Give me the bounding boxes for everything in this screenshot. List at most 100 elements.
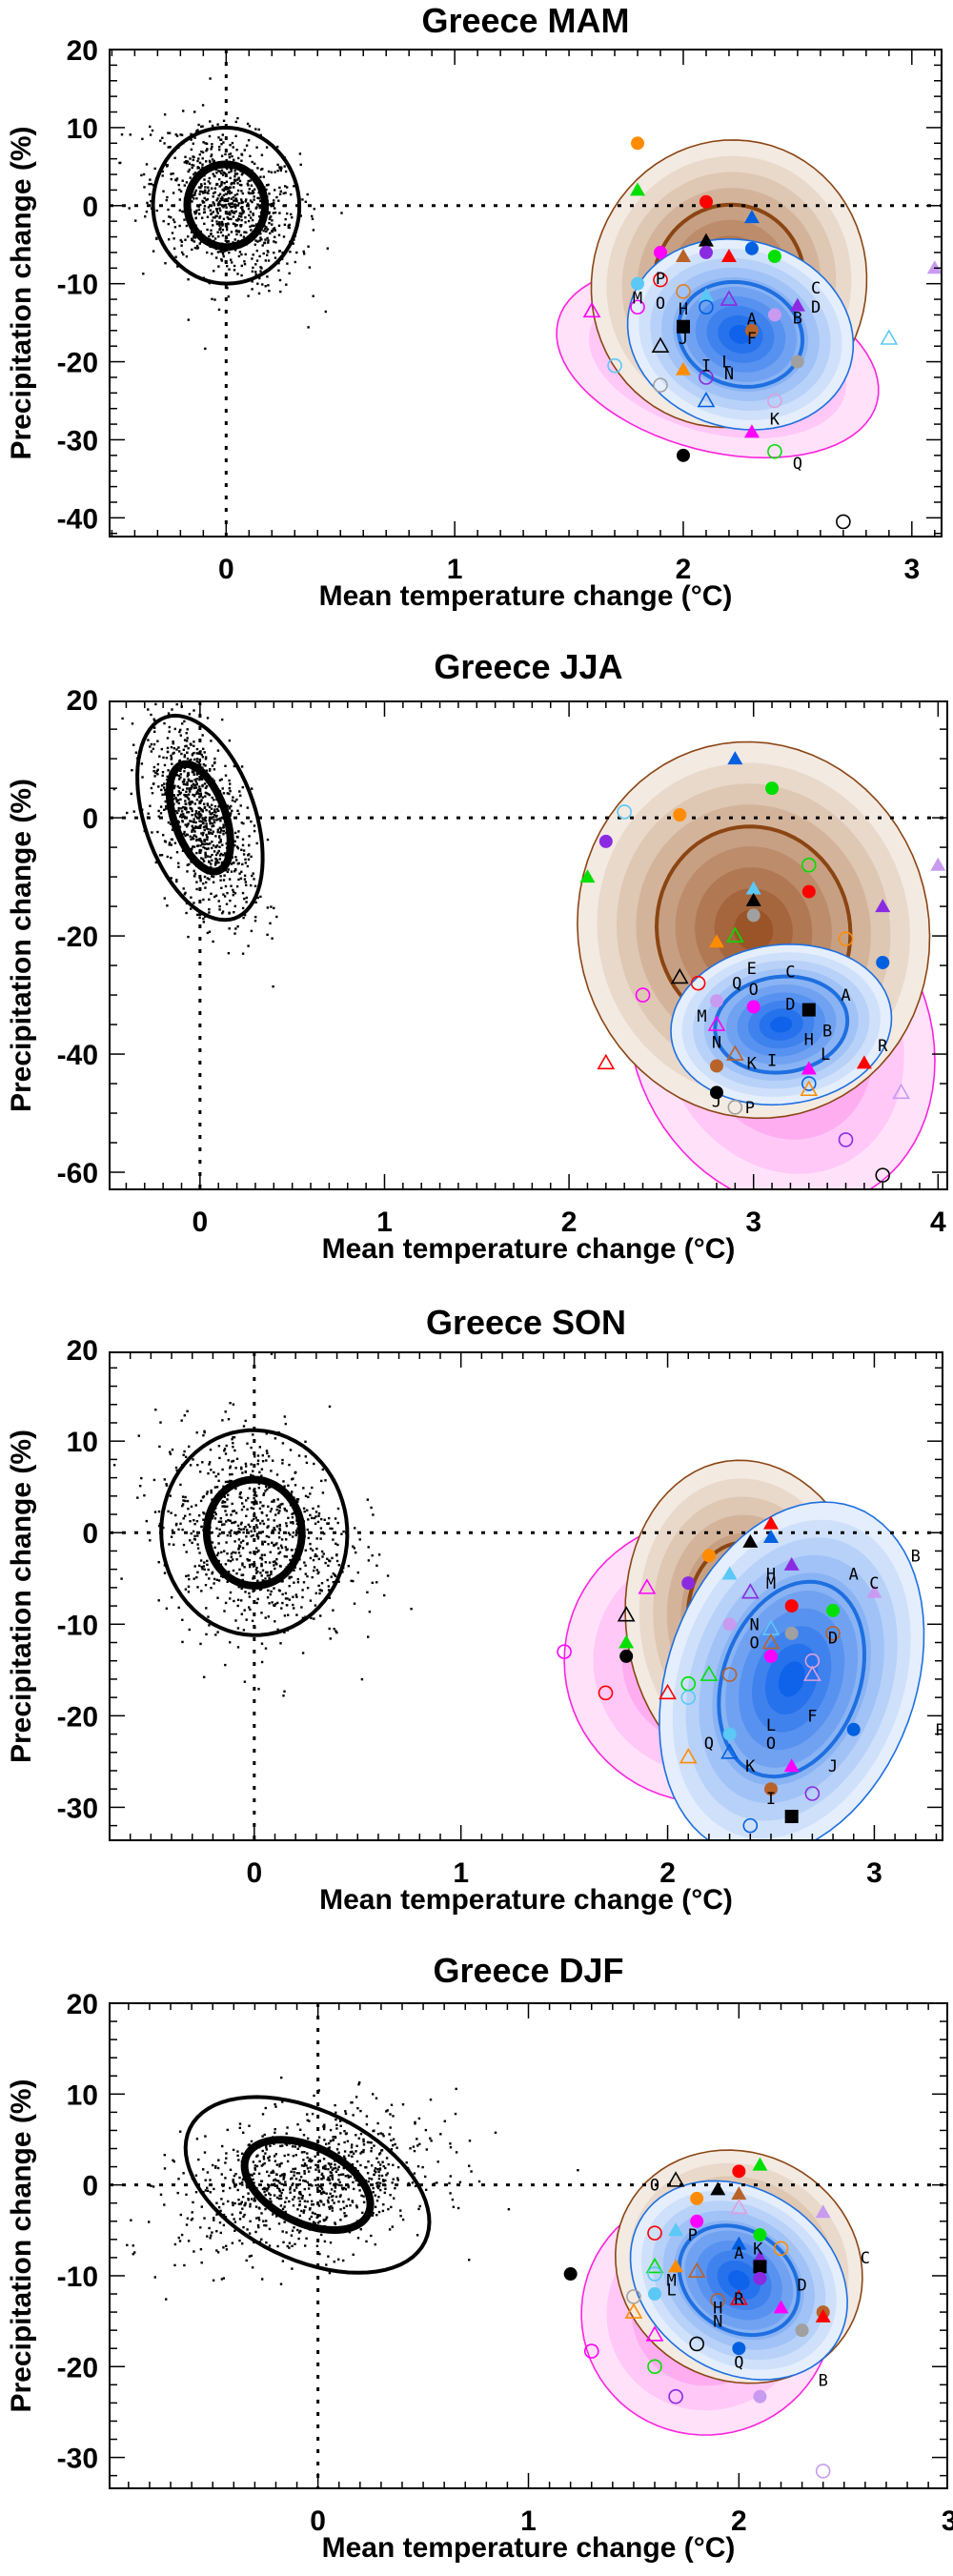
control-point xyxy=(240,1528,243,1531)
control-point xyxy=(360,2150,363,2154)
control-point xyxy=(372,2212,375,2215)
x-tick-label: 0 xyxy=(193,1207,209,1238)
control-point xyxy=(154,861,157,864)
control-point xyxy=(208,2226,211,2230)
control-point xyxy=(217,862,220,864)
control-point xyxy=(237,202,240,205)
control-point xyxy=(282,2178,285,2180)
control-point xyxy=(375,2097,378,2099)
control-point xyxy=(156,762,160,766)
control-point xyxy=(188,162,191,165)
control-point xyxy=(372,1513,375,1516)
control-point xyxy=(225,2248,229,2251)
control-point xyxy=(320,2201,323,2203)
control-point xyxy=(196,159,199,163)
control-point xyxy=(205,808,208,812)
control-point xyxy=(221,133,224,136)
control-point xyxy=(152,250,155,253)
marker-circle xyxy=(699,194,713,209)
control-point xyxy=(221,198,224,202)
control-point xyxy=(311,2184,314,2187)
control-point xyxy=(226,1552,229,1555)
control-point xyxy=(268,193,271,195)
control-point xyxy=(362,2148,365,2152)
control-point xyxy=(281,251,284,254)
control-point xyxy=(164,788,167,792)
control-point xyxy=(245,198,248,201)
pdf-contour-band xyxy=(778,1661,805,1697)
control-point xyxy=(233,2201,236,2205)
control-point xyxy=(193,1534,196,1537)
control-point xyxy=(202,1518,205,1521)
control-point xyxy=(334,2184,336,2187)
control-point xyxy=(299,163,302,166)
control-point xyxy=(224,2161,227,2164)
control-point xyxy=(244,862,247,864)
control-point xyxy=(233,831,237,835)
control-point xyxy=(270,1571,273,1573)
control-point xyxy=(265,2241,268,2244)
control-point xyxy=(223,1550,226,1552)
control-point xyxy=(205,792,209,795)
control-point xyxy=(245,144,249,147)
control-point xyxy=(203,839,206,842)
model-letter-label: F xyxy=(747,330,757,349)
control-point xyxy=(152,770,155,773)
control-point xyxy=(292,1531,295,1534)
control-point xyxy=(207,855,210,858)
control-point xyxy=(195,758,199,761)
model-letter-label: F xyxy=(807,1707,817,1726)
control-point xyxy=(143,1494,146,1497)
model-letter-label: M xyxy=(667,2272,677,2291)
control-point xyxy=(232,1403,235,1406)
control-point xyxy=(213,191,216,193)
control-point xyxy=(197,813,200,816)
control-point xyxy=(298,2179,301,2181)
marker-triangle xyxy=(659,1683,677,1700)
control-point xyxy=(296,1581,300,1584)
x-tick-label: 2 xyxy=(731,2505,747,2537)
control-point xyxy=(187,1585,191,1588)
control-point xyxy=(281,2188,285,2192)
control-point xyxy=(153,2276,156,2279)
control-point xyxy=(311,217,314,220)
control-point xyxy=(247,184,250,187)
control-point xyxy=(182,1517,185,1520)
control-point xyxy=(245,1465,248,1468)
control-point xyxy=(356,2237,360,2240)
control-point xyxy=(375,2181,378,2185)
control-point xyxy=(193,740,195,743)
control-point xyxy=(377,2170,380,2174)
control-point xyxy=(253,2167,256,2170)
control-point xyxy=(185,833,188,836)
control-point xyxy=(273,2182,276,2185)
marker-triangle xyxy=(651,336,670,353)
control-point xyxy=(195,838,198,842)
control-point xyxy=(196,788,200,792)
control-point xyxy=(390,2205,393,2209)
pdf-inner-contour xyxy=(717,1579,867,1779)
control-point xyxy=(218,858,221,861)
control-point xyxy=(155,209,158,213)
control-point xyxy=(178,2240,182,2242)
control-point xyxy=(190,132,193,135)
control-point xyxy=(168,843,171,846)
control-point xyxy=(217,1579,221,1582)
control-point xyxy=(252,1533,254,1537)
control-point xyxy=(468,2259,471,2262)
control-point xyxy=(210,1469,213,1471)
control-point xyxy=(277,2222,281,2225)
control-point xyxy=(231,154,233,158)
control-point xyxy=(154,702,157,706)
control-point xyxy=(191,166,193,170)
control-point xyxy=(204,846,207,850)
y-tick-label: -60 xyxy=(57,1158,98,1189)
control-point xyxy=(244,1470,247,1473)
marker-circle xyxy=(746,908,760,923)
control-point xyxy=(213,1577,216,1581)
control-point xyxy=(323,1518,326,1521)
control-point xyxy=(229,1402,232,1405)
control-point xyxy=(160,747,163,751)
control-point xyxy=(211,875,213,878)
control-point xyxy=(279,1565,282,1568)
